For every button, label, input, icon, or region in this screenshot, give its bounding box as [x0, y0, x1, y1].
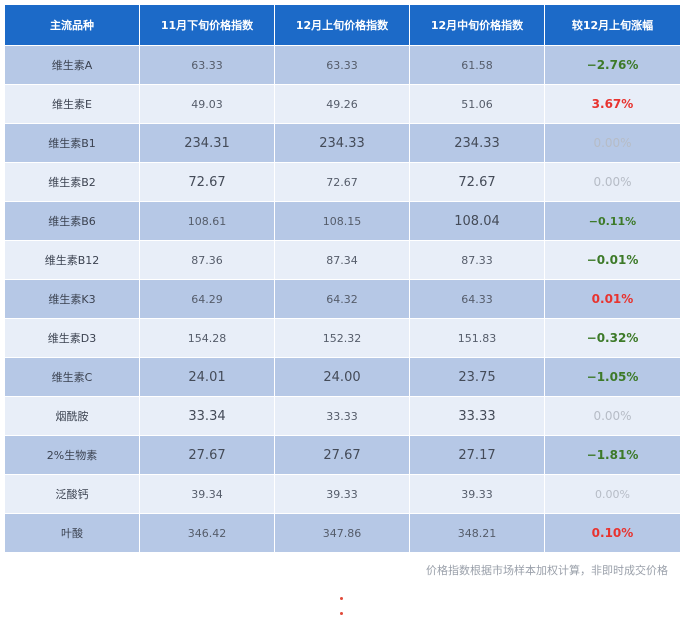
- early-dec-value: 63.33: [274, 45, 410, 85]
- mid-dec-value: 51.06: [409, 84, 545, 124]
- table-row: 维生素B2 72.67 72.67 72.67 0.00%: [4, 162, 681, 202]
- variety-name: 维生素D3: [4, 318, 140, 358]
- table-row: 维生素C 24.01 24.00 23.75 −1.05%: [4, 357, 681, 397]
- price-index-table-container: 主流品种 11月下旬价格指数 12月上旬价格指数 12月中旬价格指数 较12月上…: [4, 4, 681, 553]
- change-value: 0.00%: [544, 123, 681, 163]
- early-dec-value: 72.67: [274, 162, 410, 202]
- table-row: 烟酰胺 33.34 33.33 33.33 0.00%: [4, 396, 681, 436]
- table-row: 维生素E 49.03 49.26 51.06 3.67%: [4, 84, 681, 124]
- early-dec-value: 152.32: [274, 318, 410, 358]
- mid-dec-value: 39.33: [409, 474, 545, 514]
- mid-dec-value: 108.04: [409, 201, 545, 241]
- mid-dec-value: 61.58: [409, 45, 545, 85]
- header-change-vs-early-dec: 较12月上旬涨幅: [544, 4, 681, 46]
- variety-name: 泛酸钙: [4, 474, 140, 514]
- header-early-dec-index: 12月上旬价格指数: [274, 4, 410, 46]
- table-row: 维生素B6 108.61 108.15 108.04 −0.11%: [4, 201, 681, 241]
- variety-name: 维生素A: [4, 45, 140, 85]
- late-nov-value: 33.34: [139, 396, 275, 436]
- header-mid-dec-index: 12月中旬价格指数: [409, 4, 545, 46]
- change-value: 0.00%: [544, 474, 681, 514]
- early-dec-value: 39.33: [274, 474, 410, 514]
- early-dec-value: 27.67: [274, 435, 410, 475]
- decorative-dot: [340, 597, 343, 600]
- change-value: 0.00%: [544, 396, 681, 436]
- change-value: 0.10%: [544, 513, 681, 553]
- late-nov-value: 87.36: [139, 240, 275, 280]
- header-variety: 主流品种: [4, 4, 140, 46]
- late-nov-value: 39.34: [139, 474, 275, 514]
- change-value: −0.32%: [544, 318, 681, 358]
- mid-dec-value: 33.33: [409, 396, 545, 436]
- variety-name: 维生素B1: [4, 123, 140, 163]
- late-nov-value: 234.31: [139, 123, 275, 163]
- change-value: −0.11%: [544, 201, 681, 241]
- mid-dec-value: 234.33: [409, 123, 545, 163]
- mid-dec-value: 23.75: [409, 357, 545, 397]
- price-index-table: 主流品种 11月下旬价格指数 12月上旬价格指数 12月中旬价格指数 较12月上…: [4, 4, 681, 553]
- late-nov-value: 154.28: [139, 318, 275, 358]
- table-row: 2%生物素 27.67 27.67 27.17 −1.81%: [4, 435, 681, 475]
- variety-name: 维生素B2: [4, 162, 140, 202]
- mid-dec-value: 87.33: [409, 240, 545, 280]
- change-value: 0.00%: [544, 162, 681, 202]
- mid-dec-value: 64.33: [409, 279, 545, 319]
- table-header-row: 主流品种 11月下旬价格指数 12月上旬价格指数 12月中旬价格指数 较12月上…: [4, 4, 681, 46]
- header-late-nov-index: 11月下旬价格指数: [139, 4, 275, 46]
- early-dec-value: 33.33: [274, 396, 410, 436]
- mid-dec-value: 72.67: [409, 162, 545, 202]
- late-nov-value: 49.03: [139, 84, 275, 124]
- variety-name: 维生素B12: [4, 240, 140, 280]
- mid-dec-value: 151.83: [409, 318, 545, 358]
- table-row: 泛酸钙 39.34 39.33 39.33 0.00%: [4, 474, 681, 514]
- early-dec-value: 87.34: [274, 240, 410, 280]
- early-dec-value: 49.26: [274, 84, 410, 124]
- change-value: −1.81%: [544, 435, 681, 475]
- variety-name: 维生素C: [4, 357, 140, 397]
- mid-dec-value: 27.17: [409, 435, 545, 475]
- early-dec-value: 108.15: [274, 201, 410, 241]
- late-nov-value: 64.29: [139, 279, 275, 319]
- variety-name: 维生素E: [4, 84, 140, 124]
- decorative-dot: [340, 612, 343, 615]
- footnote: 价格指数根据市场样本加权计算，非即时成交价格: [426, 564, 668, 577]
- variety-name: 维生素K3: [4, 279, 140, 319]
- table-row: 叶酸 346.42 347.86 348.21 0.10%: [4, 513, 681, 553]
- early-dec-value: 64.32: [274, 279, 410, 319]
- late-nov-value: 346.42: [139, 513, 275, 553]
- early-dec-value: 234.33: [274, 123, 410, 163]
- change-value: −1.05%: [544, 357, 681, 397]
- late-nov-value: 72.67: [139, 162, 275, 202]
- change-value: 0.01%: [544, 279, 681, 319]
- late-nov-value: 108.61: [139, 201, 275, 241]
- late-nov-value: 24.01: [139, 357, 275, 397]
- late-nov-value: 63.33: [139, 45, 275, 85]
- table-row: 维生素A 63.33 63.33 61.58 −2.76%: [4, 45, 681, 85]
- table-row: 维生素K3 64.29 64.32 64.33 0.01%: [4, 279, 681, 319]
- table-row: 维生素B12 87.36 87.34 87.33 −0.01%: [4, 240, 681, 280]
- early-dec-value: 347.86: [274, 513, 410, 553]
- variety-name: 烟酰胺: [4, 396, 140, 436]
- early-dec-value: 24.00: [274, 357, 410, 397]
- change-value: −2.76%: [544, 45, 681, 85]
- mid-dec-value: 348.21: [409, 513, 545, 553]
- change-value: −0.01%: [544, 240, 681, 280]
- table-row: 维生素D3 154.28 152.32 151.83 −0.32%: [4, 318, 681, 358]
- late-nov-value: 27.67: [139, 435, 275, 475]
- variety-name: 2%生物素: [4, 435, 140, 475]
- variety-name: 叶酸: [4, 513, 140, 553]
- change-value: 3.67%: [544, 84, 681, 124]
- table-row: 维生素B1 234.31 234.33 234.33 0.00%: [4, 123, 681, 163]
- variety-name: 维生素B6: [4, 201, 140, 241]
